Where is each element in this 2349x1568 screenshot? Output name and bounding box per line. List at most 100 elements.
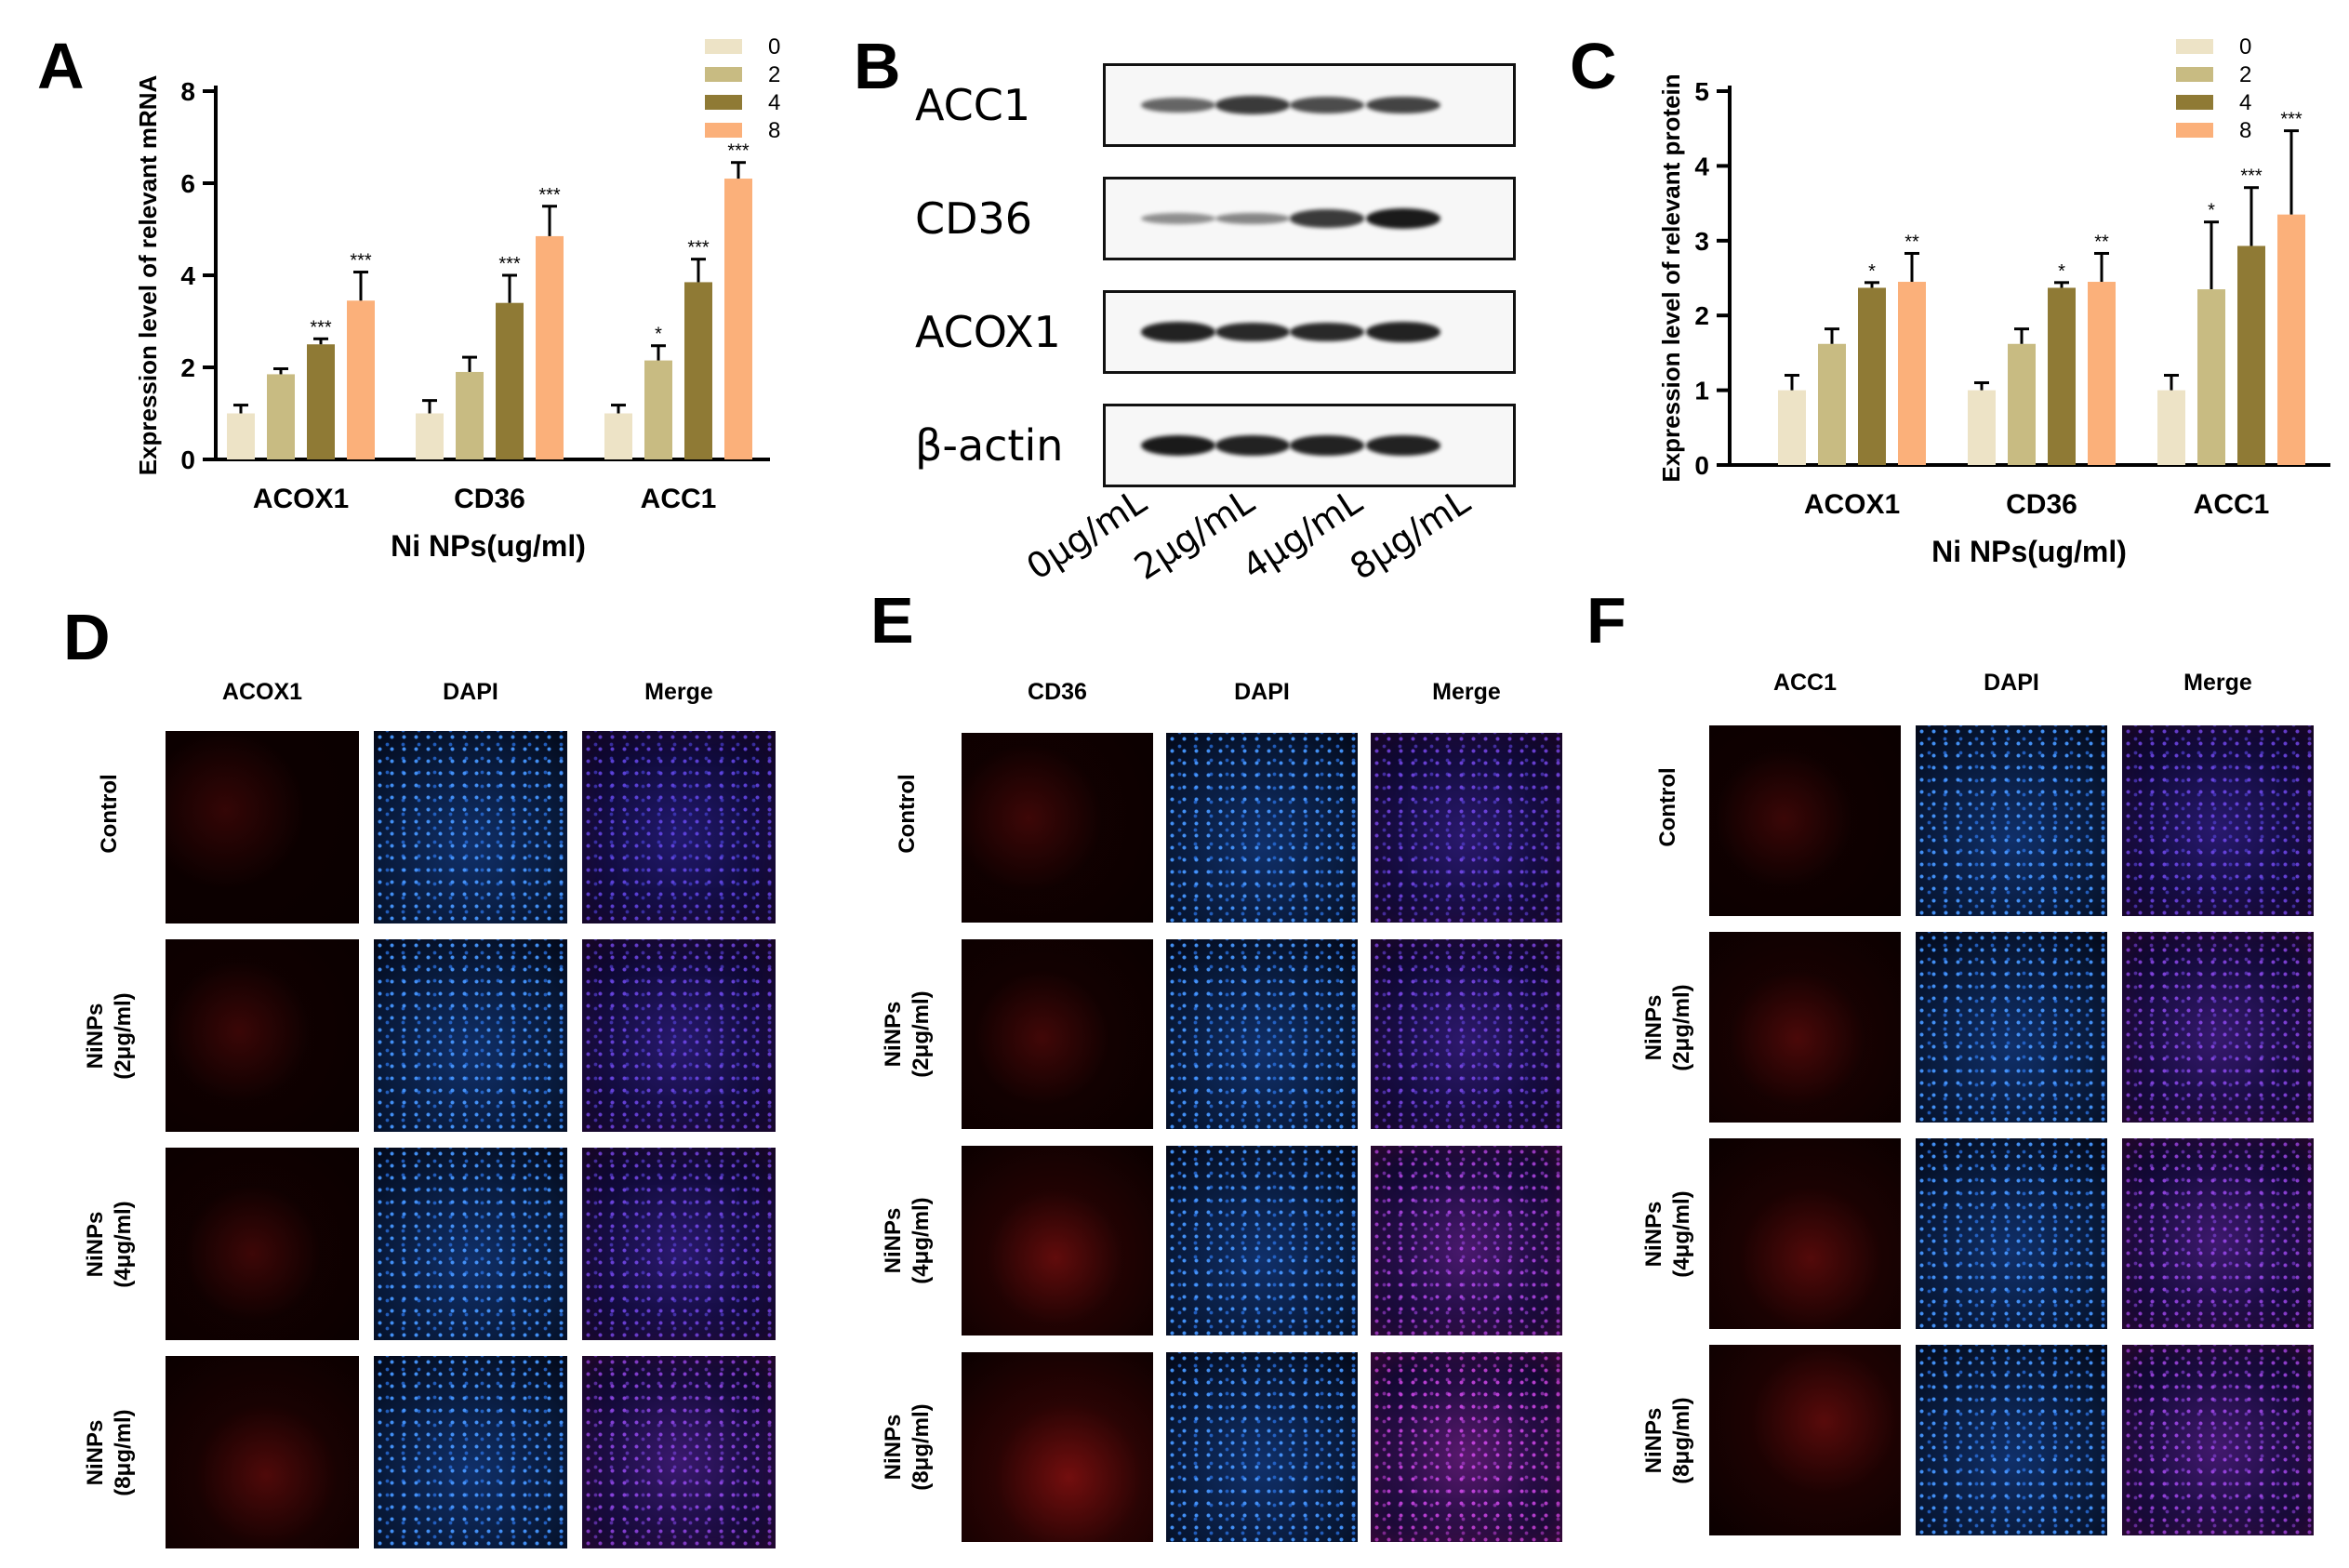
if-image-target [962, 733, 1153, 923]
y-tick-label: 2 [180, 353, 195, 382]
panel-label-a: A [37, 30, 85, 102]
if-column-header: Merge [1432, 679, 1501, 705]
x-axis-label: Ni NPs(ug/ml) [1931, 535, 2127, 568]
legend-swatch [705, 39, 742, 54]
blot-band [1290, 435, 1364, 456]
if-column-header: DAPI [1984, 670, 2039, 696]
if-column-header: DAPI [1234, 679, 1290, 705]
if-image-dapi [1166, 1146, 1358, 1335]
y-tick-label: 0 [1694, 451, 1709, 480]
y-axis-label: Expression level of relevant protein [1657, 73, 1685, 482]
blot-band [1141, 322, 1215, 342]
bar [2237, 246, 2265, 465]
if-image-dapi [1916, 932, 2107, 1123]
significance-label: ** [2094, 232, 2109, 252]
if-row-label-line: (2μg/ml) [909, 990, 934, 1078]
if-row-label-line: (2μg/ml) [111, 991, 136, 1080]
if-row-label: NiNPs (8μg/ml) [1640, 1338, 1696, 1543]
bar [644, 360, 672, 459]
blot-row-label: ACOX1 [915, 307, 1061, 357]
bar [416, 413, 444, 459]
y-tick-label: 8 [180, 77, 195, 106]
bar [1968, 390, 1996, 465]
blot-concentration-label: 2μg/mL [1127, 480, 1262, 588]
panel-label-e: E [870, 584, 914, 657]
if-row-label-line: NiNPs [881, 1414, 906, 1481]
if-image-dapi [374, 731, 567, 924]
bar [267, 374, 295, 459]
blot-band [1290, 209, 1364, 228]
if-row-label: Control [96, 711, 124, 916]
blot-row-label: β-actin [915, 420, 1064, 471]
significance-label: *** [310, 317, 332, 338]
if-image-merge [582, 939, 776, 1132]
if-column-header: Merge [644, 679, 713, 705]
if-image-dapi [1166, 733, 1358, 923]
category-label: ACC1 [2194, 489, 2270, 520]
significance-label: ** [1904, 232, 1919, 252]
significance-label: *** [538, 185, 561, 206]
blot-band [1215, 435, 1290, 456]
if-image-dapi [1916, 1345, 2107, 1535]
if-row-label-line: (2μg/ml) [1669, 983, 1694, 1071]
if-image-merge [2122, 1345, 2314, 1535]
if-image-dapi [1166, 1352, 1358, 1542]
if-row-label-line: NiNPs [1641, 1201, 1666, 1267]
legend-swatch [2176, 39, 2213, 54]
bar [227, 413, 255, 459]
if-image-dapi [374, 939, 567, 1132]
if-image-dapi [1166, 939, 1358, 1129]
if-row-label-line: (8μg/ml) [1669, 1396, 1694, 1484]
if-grid-f: ACC1 DAPI Merge Control NiNPs (2μg/ml) NiNPs (4… [1618, 670, 2343, 1553]
blot-band [1215, 322, 1290, 342]
if-row-label-line: NiNPs [83, 1419, 108, 1485]
if-image-target [962, 1146, 1153, 1335]
blot-band [1366, 322, 1440, 342]
chart-c-protein: 0 1 2 3 4 5 Expression level of relevant prote… [1657, 34, 2330, 568]
blot-band [1141, 435, 1215, 456]
if-column-header: Merge [2183, 670, 2252, 696]
if-image-dapi [1916, 1138, 2107, 1329]
if-image-target [166, 1356, 359, 1548]
if-image-merge [1371, 939, 1562, 1129]
y-tick-label: 2 [1694, 301, 1709, 330]
legend-label: 0 [2239, 34, 2251, 60]
if-row-label: Control [1654, 705, 1682, 910]
legend-swatch [705, 67, 742, 82]
blot-concentration-label: 0μg/mL [1019, 480, 1154, 588]
legend-label: 8 [768, 118, 780, 143]
bar [2088, 282, 2116, 465]
if-image-merge [582, 1356, 776, 1548]
if-image-target [1709, 932, 1901, 1123]
legend-label: 2 [768, 62, 780, 87]
bar [2048, 287, 2076, 465]
bar [604, 413, 632, 459]
bar [1858, 287, 1886, 465]
blot-band [1290, 322, 1364, 342]
legend-label: 4 [2239, 90, 2251, 115]
if-image-merge [582, 731, 776, 924]
bar [496, 302, 524, 459]
significance-label: * [655, 325, 662, 345]
legend-label: 4 [768, 90, 780, 115]
blot-strip [1103, 177, 1516, 260]
blot-band [1141, 212, 1215, 225]
y-tick-label: 0 [180, 445, 195, 474]
if-image-target [962, 939, 1153, 1129]
legend-swatch [2176, 123, 2213, 138]
blot-strip [1103, 290, 1516, 374]
if-row-label-line: Control [97, 773, 122, 854]
significance-label: *** [687, 238, 710, 259]
blot-band [1215, 212, 1290, 225]
bar [456, 371, 484, 459]
significance-label: * [1868, 261, 1876, 282]
if-row-label-line: NiNPs [83, 1003, 108, 1069]
if-row-label-line: (4μg/ml) [111, 1200, 136, 1288]
legend-label: 2 [2239, 62, 2251, 87]
blot-concentration-label: 8μg/mL [1343, 480, 1478, 588]
if-row-label-line: (8μg/ml) [909, 1403, 934, 1491]
if-row-label-line: NiNPs [881, 1207, 906, 1274]
blot-strip [1103, 404, 1516, 487]
category-label: ACC1 [641, 484, 717, 514]
